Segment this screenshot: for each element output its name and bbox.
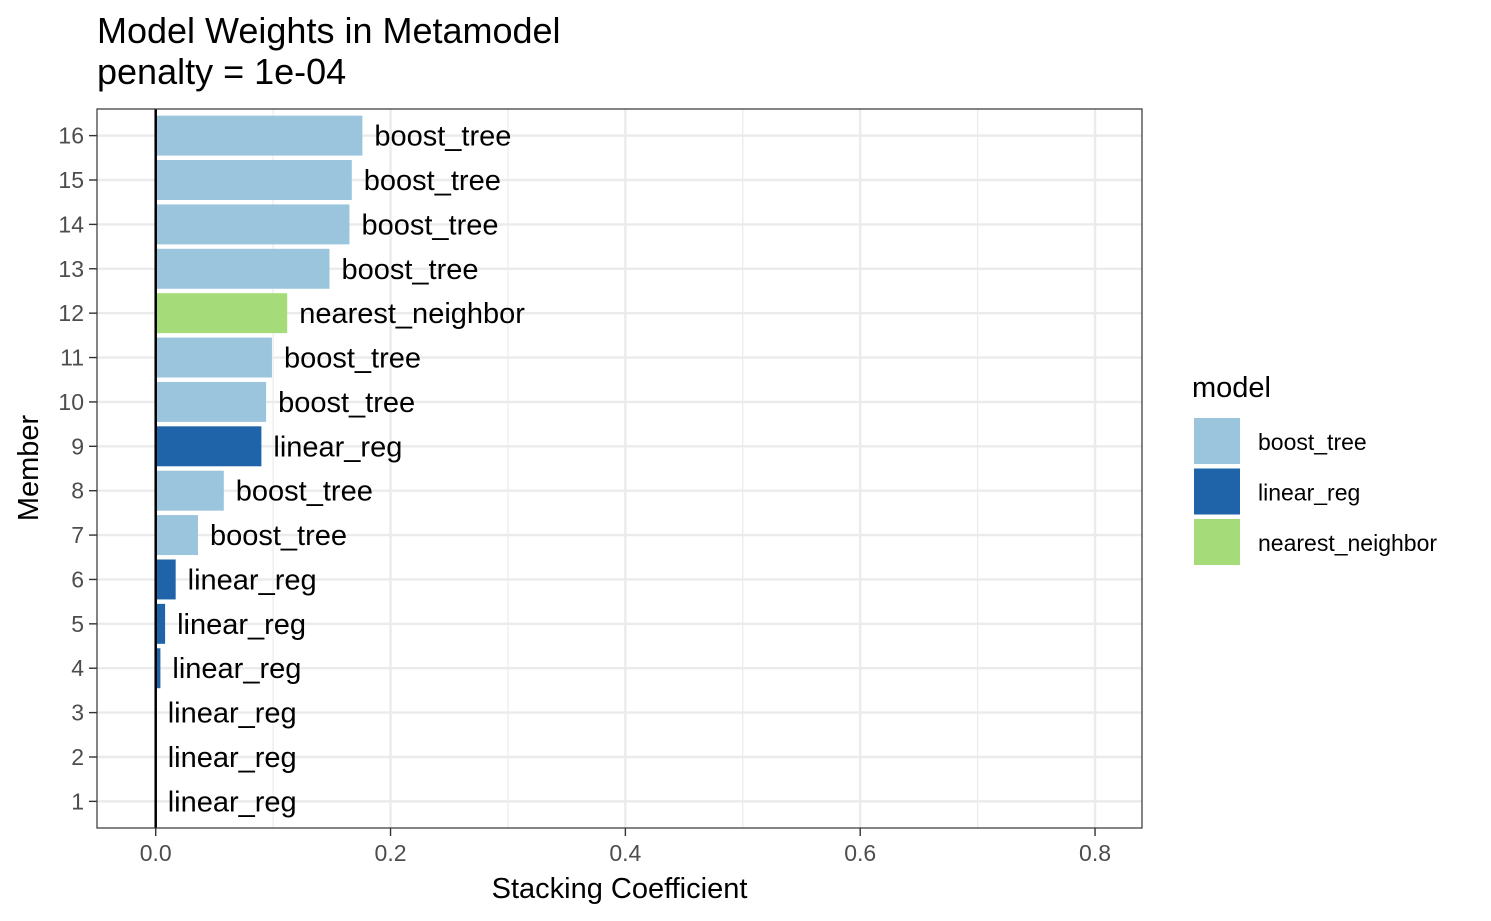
bar-label-member-4: linear_reg xyxy=(172,653,301,685)
bar-member-7 xyxy=(155,515,198,556)
bar-member-12 xyxy=(155,293,288,334)
legend-label-boost_tree: boost_tree xyxy=(1258,429,1367,455)
bar-member-16 xyxy=(155,115,363,156)
legend-label-linear_reg: linear_reg xyxy=(1258,480,1360,506)
bar-label-member-9: linear_reg xyxy=(273,431,402,463)
x-tick-label: 0.4 xyxy=(609,840,641,866)
plot-panel: linear_reg linear_reg linear_reg linear_reg… xyxy=(96,108,1143,829)
y-tick-label: 13 xyxy=(58,256,84,282)
x-tick-label: 0.6 xyxy=(844,840,876,866)
bar-member-6 xyxy=(155,559,176,600)
x-tick-label: 0.0 xyxy=(140,840,172,866)
bar-member-9 xyxy=(155,426,262,467)
y-tick-label: 14 xyxy=(58,211,84,237)
bar-label-member-14: boost_tree xyxy=(361,209,498,241)
legend: model boost_tree linear_reg nearest_neighb… xyxy=(1192,372,1437,565)
y-tick-label: 6 xyxy=(71,566,84,592)
chart-subtitle: penalty = 1e-04 xyxy=(97,51,346,92)
bar-label-member-15: boost_tree xyxy=(364,165,501,197)
y-tick-label: 11 xyxy=(60,345,84,371)
bar-label-member-10: boost_tree xyxy=(278,387,415,419)
y-tick-label: 16 xyxy=(58,123,84,149)
y-tick-label: 15 xyxy=(58,167,84,193)
x-tick-label: 0.2 xyxy=(375,840,407,866)
bar-label-member-16: boost_tree xyxy=(374,121,511,153)
bar-label-member-12: nearest_neighbor xyxy=(299,298,525,330)
bar-label-member-11: boost_tree xyxy=(284,343,421,375)
y-tick-label: 7 xyxy=(71,522,84,548)
panel-border xyxy=(96,108,1143,829)
y-tick-label: 10 xyxy=(58,389,84,415)
x-axis-label: Stacking Coefficient xyxy=(492,873,748,905)
y-tick-label: 1 xyxy=(71,788,84,814)
y-tick-label: 3 xyxy=(71,700,84,726)
bar-member-10 xyxy=(155,381,267,422)
y-axis-label: Member xyxy=(13,414,45,521)
bar-member-15 xyxy=(155,160,352,200)
legend-label-nearest_neighbor: nearest_neighbor xyxy=(1258,530,1437,556)
bar-label-member-2: linear_reg xyxy=(168,742,297,774)
y-tick-label: 2 xyxy=(71,744,84,770)
grid xyxy=(97,109,1142,828)
bar-label-member-3: linear_reg xyxy=(168,698,297,730)
bars xyxy=(155,115,363,689)
bar-label-member-1: linear_reg xyxy=(168,786,297,818)
y-tick-label: 9 xyxy=(71,433,84,459)
bar-member-8 xyxy=(155,470,224,511)
y-tick-label: 4 xyxy=(71,655,84,681)
x-tick-label: 0.8 xyxy=(1079,840,1111,866)
bar-member-4 xyxy=(155,648,161,689)
chart-title: Model Weights in Metamodel xyxy=(97,10,561,51)
y-tick-label: 12 xyxy=(58,300,84,326)
bar-member-11 xyxy=(155,337,272,378)
bar-label-member-8: boost_tree xyxy=(236,476,373,508)
bar-member-5 xyxy=(155,603,166,644)
bar-labels: linear_reg linear_reg linear_reg linear_reg… xyxy=(168,121,526,819)
bar-label-member-13: boost_tree xyxy=(341,254,478,286)
bar-member-14 xyxy=(155,204,350,245)
x-axis: 0.0 0.2 0.4 0.6 0.8 xyxy=(140,828,1111,866)
bar-member-13 xyxy=(155,248,330,289)
bar-label-member-5: linear_reg xyxy=(177,609,306,641)
bar-label-member-6: linear_reg xyxy=(188,564,317,596)
legend-swatch-nearest_neighbor xyxy=(1194,519,1240,565)
y-tick-label: 8 xyxy=(71,478,84,504)
y-tick-label: 5 xyxy=(71,611,84,637)
bar-label-member-7: boost_tree xyxy=(210,520,347,552)
legend-swatch-linear_reg xyxy=(1194,468,1240,515)
legend-swatch-boost_tree xyxy=(1194,418,1240,464)
legend-title: model xyxy=(1192,372,1271,404)
